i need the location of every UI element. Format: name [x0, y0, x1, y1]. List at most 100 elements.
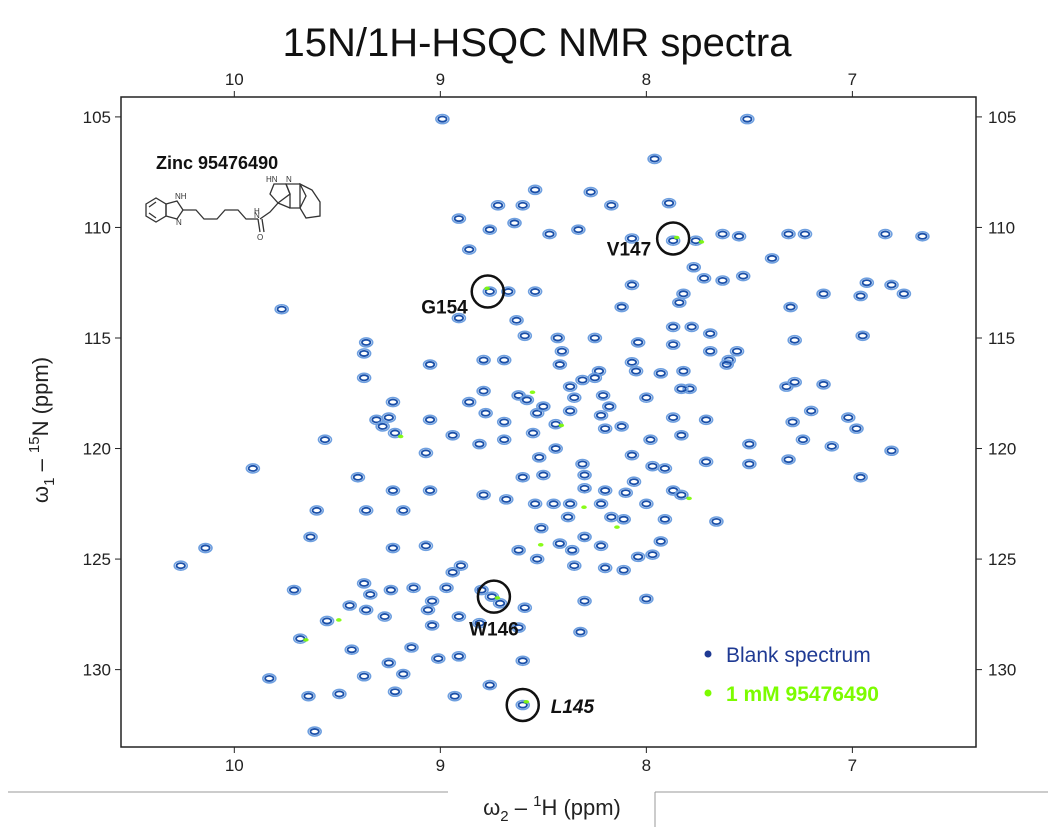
compound-label: Zinc 95476490	[156, 153, 278, 173]
x-axis-title: ω2 – 1H (ppm)	[483, 793, 621, 825]
peak-blank	[593, 498, 609, 510]
peak-blank	[515, 200, 531, 211]
peak-blank	[430, 653, 446, 664]
peak-blank	[461, 244, 477, 255]
peak-blank	[406, 582, 421, 594]
peak-blank	[527, 184, 543, 196]
y-tick-label-left: 115	[84, 329, 111, 348]
peak-blank	[597, 562, 613, 574]
peak-blank	[715, 275, 730, 286]
y-tick-label-right: 105	[988, 108, 1016, 127]
peak-blank	[496, 434, 512, 445]
peak-blank	[577, 483, 592, 494]
peak-blank	[262, 673, 277, 684]
peak-blank	[476, 385, 491, 397]
molecule-structure-icon	[145, 182, 321, 233]
peak-blank	[645, 549, 660, 560]
peak-annotations: V147 G154 W146 L145	[421, 221, 691, 723]
peak-blank	[319, 615, 335, 627]
peak-blank	[332, 688, 347, 700]
peak-blank	[571, 224, 586, 235]
peak-blank	[740, 113, 755, 125]
peak-blank	[715, 228, 730, 240]
peak-blank	[639, 593, 654, 605]
peak-blank	[657, 513, 673, 525]
left-y-axis: 105 110 115 120 125 130	[83, 108, 121, 680]
peak-ligand	[581, 505, 587, 510]
peak-blank	[562, 405, 578, 417]
plot-frame	[120, 96, 977, 748]
peak-blank	[628, 365, 644, 377]
bottom-x-axis: 10 9 8 7	[225, 747, 857, 775]
peak-blank	[375, 421, 390, 432]
peak-blank	[729, 345, 745, 357]
peak-blank	[577, 595, 592, 607]
peak-blank	[377, 611, 393, 622]
peak-blank	[536, 469, 551, 481]
peak-blank	[803, 405, 819, 417]
peak-blank	[626, 476, 642, 487]
svg-text:N: N	[176, 218, 182, 227]
y-tick-label-left: 120	[83, 440, 111, 459]
peak-blank	[533, 522, 549, 534]
peak-blank	[451, 611, 467, 622]
peak-blank	[855, 330, 870, 342]
peak-blank	[552, 359, 568, 370]
peak-blank	[527, 498, 543, 510]
peak-blank	[418, 540, 434, 552]
peak-blank	[439, 582, 454, 594]
peak-blank	[583, 186, 599, 198]
peak-blank	[742, 438, 757, 450]
peak-blank	[657, 463, 673, 474]
top-x-axis: 10 9 8 7	[225, 70, 857, 97]
peak-blank	[546, 498, 561, 510]
y-tick-label-left: 130	[83, 661, 111, 680]
peak-blank	[356, 578, 372, 589]
peak-blank	[383, 584, 399, 596]
peak-blank	[395, 505, 411, 516]
peak-blank	[198, 542, 213, 554]
peak-blank	[342, 600, 357, 611]
legend: Blank spectrum 1 mM 95476490	[704, 644, 879, 706]
peak-blank	[424, 620, 440, 631]
peak-blank	[350, 471, 366, 483]
peak-blank	[665, 412, 681, 423]
peak-blank	[665, 235, 681, 247]
x-tick-label-top: 7	[848, 70, 857, 89]
peak-blank	[577, 469, 592, 481]
peak-blank	[616, 564, 631, 576]
peak-blank	[665, 339, 681, 350]
peak-blank	[445, 567, 460, 578]
peak-blank	[445, 429, 460, 441]
chart-title: 15N/1H-HSQC NMR spectra	[282, 21, 792, 65]
y-tick-label-right: 120	[988, 440, 1016, 459]
peak-blank	[385, 396, 401, 408]
peak-blank	[424, 595, 440, 607]
legend-dot-blank	[704, 650, 712, 658]
peak-blank	[317, 434, 333, 445]
right-y-axis: 105 110 115 120 125 130	[976, 108, 1016, 680]
peak-blank	[385, 485, 401, 496]
y-tick-label-left: 105	[83, 108, 111, 127]
peak-ligand	[494, 596, 501, 600]
peak-blank	[531, 452, 547, 463]
legend-label-blank: Blank spectrum	[726, 644, 871, 667]
peak-blank	[573, 626, 588, 638]
peak-blank	[797, 228, 813, 240]
peak-blank	[859, 277, 875, 289]
peak-blank	[698, 456, 714, 468]
peak-blank	[422, 414, 438, 426]
blank-spectrum-peaks	[173, 113, 930, 737]
peak-blank	[624, 449, 640, 461]
peak-blank	[698, 414, 714, 426]
peak-blank	[719, 359, 735, 370]
peak-blank	[529, 407, 545, 419]
svg-text:N: N	[286, 175, 292, 184]
legend-dot-ligand	[704, 689, 712, 697]
peak-blank	[684, 321, 699, 333]
peak-blank	[309, 505, 325, 516]
peak-blank	[601, 401, 617, 412]
peak-blank	[507, 217, 522, 229]
peak-blank	[630, 551, 646, 563]
y-tick-label-right: 125	[988, 550, 1016, 569]
